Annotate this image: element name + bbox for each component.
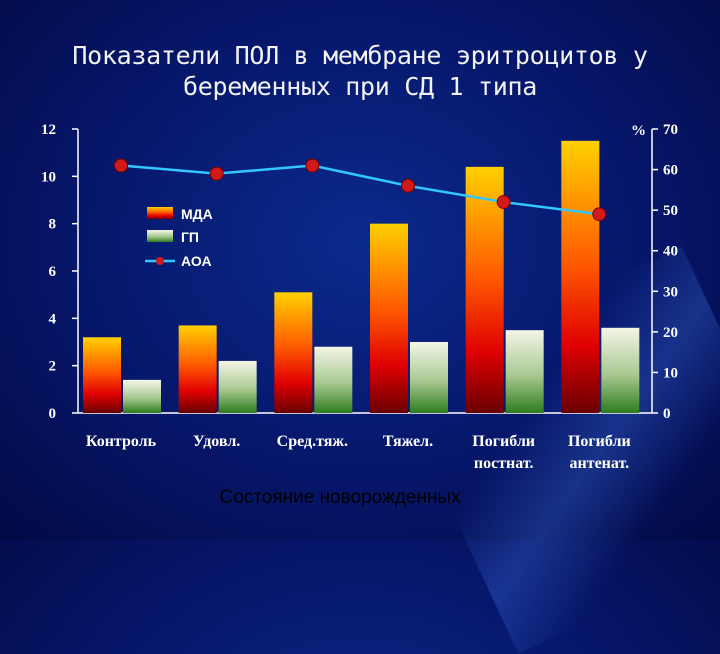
bar-gp — [123, 379, 161, 413]
point-aoa — [592, 207, 607, 222]
y-right-tick-label: 70 — [663, 122, 678, 138]
bar-mda — [83, 337, 121, 413]
category-label: Погибли — [568, 433, 631, 450]
legend-label-gp: ГП — [181, 229, 199, 245]
y-right-tick-label: 30 — [663, 284, 678, 300]
bar-mda — [465, 166, 504, 413]
point-aoa — [401, 178, 415, 193]
y-left-tick-label: 4 — [49, 311, 57, 327]
bar-gp — [314, 346, 353, 413]
bar-gp — [218, 360, 257, 413]
title-line-2: беременных при СД 1 типа — [182, 72, 538, 101]
y-left-tick-label: 10 — [41, 169, 56, 185]
y-right-tick-label: 0 — [663, 406, 671, 422]
point-aoa — [209, 166, 224, 181]
x-axis-label: Состояние новорожденных — [219, 487, 461, 508]
legend-label-mda: МДА — [181, 206, 213, 222]
point-aoa — [305, 158, 320, 173]
bar-gp — [410, 342, 448, 413]
y-right-tick-label: 60 — [663, 163, 678, 179]
page-title: Показатели ПОЛ в мембране эритроцитов у … — [0, 40, 720, 102]
category-label: Тяжел. — [383, 433, 433, 450]
y-right-tick-label: 20 — [663, 325, 678, 341]
bar-gp — [505, 330, 544, 413]
y-left-tick-label: 2 — [49, 359, 57, 375]
category-label: Погибли — [472, 433, 535, 450]
y-left-tick-label: 6 — [49, 264, 57, 280]
bar-gp — [601, 327, 640, 413]
bar-mda — [370, 223, 408, 413]
category-label: Удовл. — [193, 433, 240, 450]
bar-mda — [178, 325, 217, 413]
category-label: антенат. — [570, 455, 630, 472]
y-left-tick-label: 12 — [41, 122, 56, 138]
y-right-unit: % — [631, 123, 646, 139]
category-label: Контроль — [86, 433, 157, 450]
line-aoa — [120, 164, 600, 216]
y-left-tick-label: 8 — [49, 217, 57, 233]
y-right-tick-label: 40 — [663, 244, 678, 260]
y-right-tick-label: 10 — [663, 365, 678, 381]
title-line-1: Показатели ПОЛ в мембране эритроцитов у — [72, 41, 648, 70]
point-aoa — [114, 158, 128, 173]
point-aoa — [496, 195, 511, 210]
chart: 0 2 4 6 8 10 12 0 10 20 30 40 50 60 70% Контроль Удовл.… — [41, 122, 678, 472]
category-label: постнат. — [474, 455, 534, 472]
legend-label-aoa: АОА — [181, 253, 212, 269]
legend-swatch-gp — [147, 230, 173, 242]
category-label: Сред.тяж. — [277, 433, 348, 450]
bar-mda — [274, 292, 313, 413]
y-right-tick-label: 50 — [663, 203, 678, 219]
bar-mda — [561, 140, 600, 414]
legend-swatch-mda — [147, 207, 173, 219]
y-left-tick-label: 0 — [49, 406, 57, 422]
legend-marker-aoa — [156, 257, 164, 265]
